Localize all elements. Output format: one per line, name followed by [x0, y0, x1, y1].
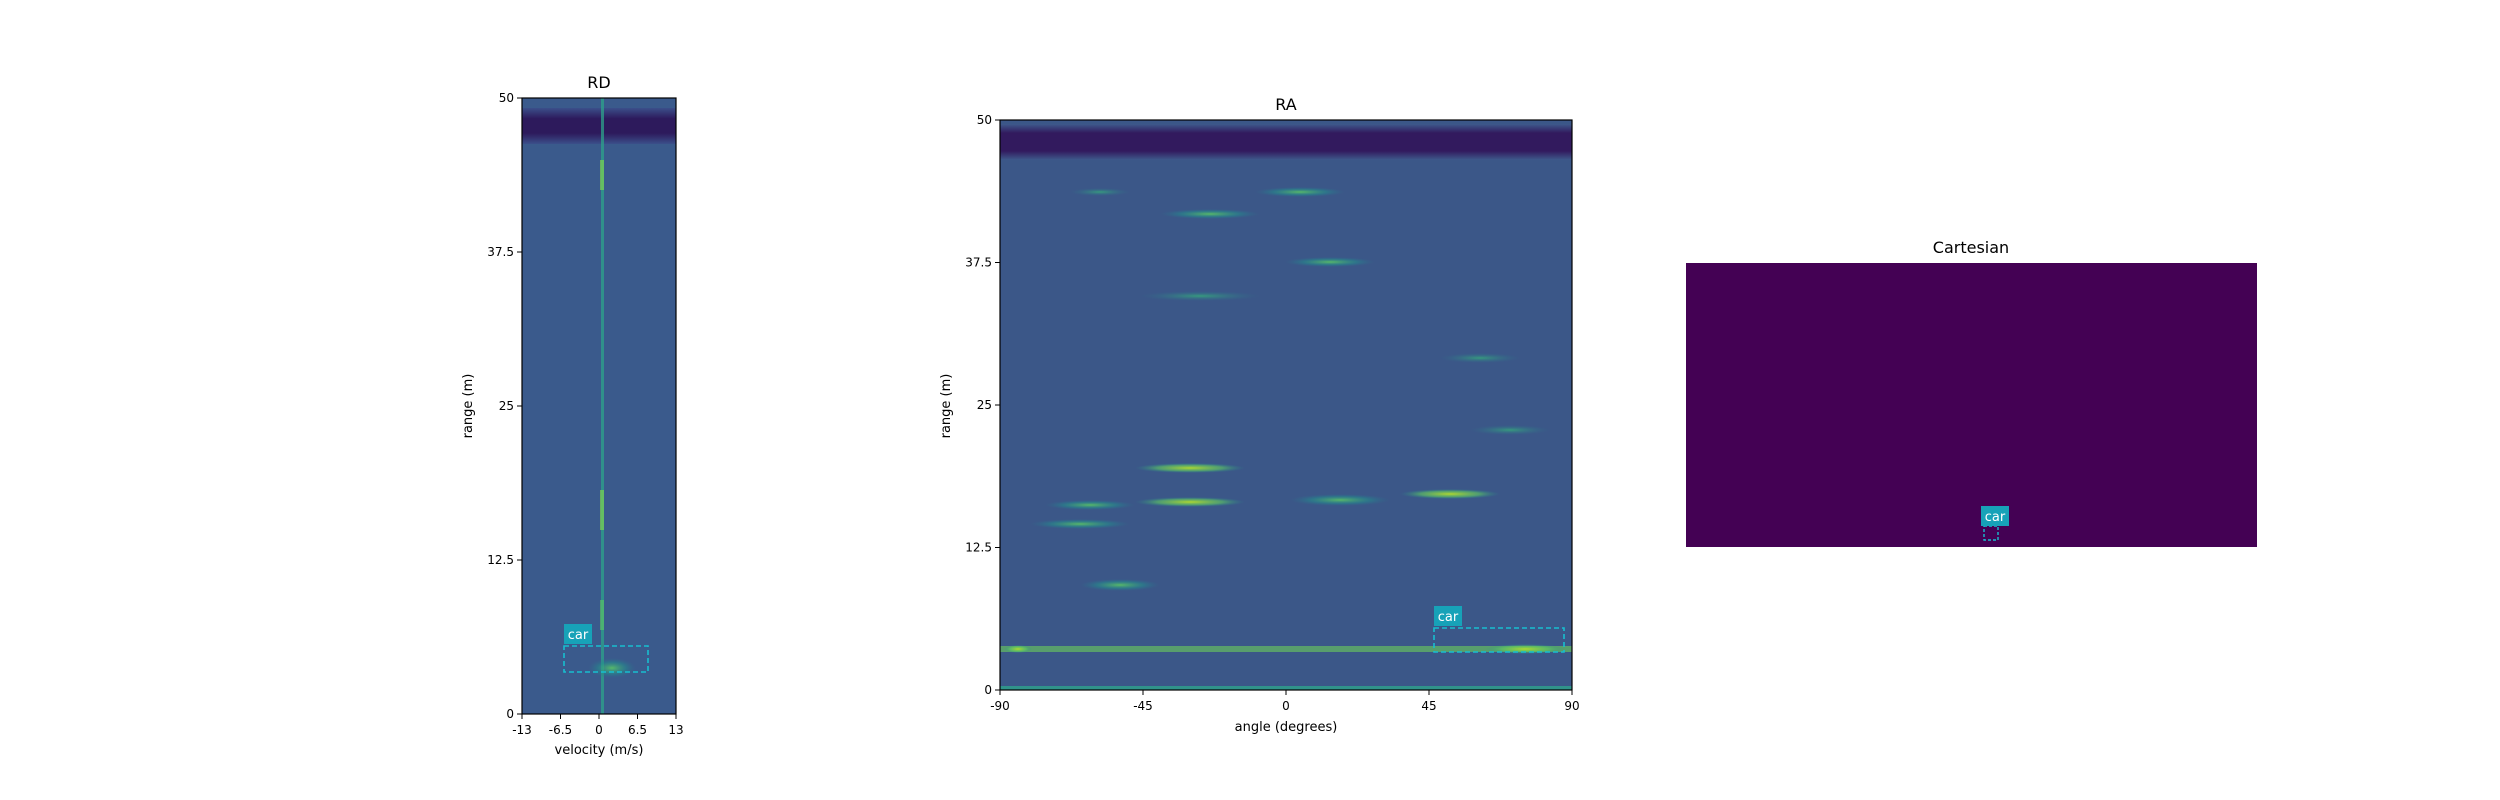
ra-y-tick-label: 12.5: [965, 541, 992, 555]
rd-x-ticks: -13 -6.5 0 6.5 13: [512, 714, 684, 737]
ra-title: RA: [1275, 95, 1296, 114]
cartesian-title: Cartesian: [1933, 238, 2009, 257]
ra-x-axis-label: angle (degrees): [1235, 720, 1338, 735]
ra-y-tick-label: 25: [977, 398, 992, 412]
ra-y-tick-label: 0: [984, 683, 992, 697]
rd-x-tick-label: -13: [512, 723, 532, 737]
rd-heatmap: [522, 98, 676, 714]
rd-panel: RD 0 12.5 25 37.5 50 -13 -6.5 0 6.5 13 velocity …: [461, 73, 684, 758]
rd-x-tick-label: 0: [595, 723, 603, 737]
rd-x-tick-label: 6.5: [628, 723, 647, 737]
rd-title: RD: [587, 73, 610, 92]
cartesian-panel: Cartesian car: [1686, 238, 2257, 547]
rd-y-axis-label: range (m): [461, 374, 476, 439]
rd-x-tick-label: 13: [668, 723, 683, 737]
rd-y-tick-label: 37.5: [487, 245, 514, 259]
rd-x-tick-label: -6.5: [549, 723, 572, 737]
cartesian-heatmap: [1686, 263, 2257, 547]
rd-y-ticks: 0 12.5 25 37.5 50: [487, 91, 522, 721]
ra-x-tick-label: -45: [1133, 699, 1153, 713]
ra-car-label: car: [1438, 610, 1459, 625]
ra-y-tick-label: 37.5: [965, 256, 992, 270]
ra-car-label-bg: [1434, 606, 1462, 626]
ra-x-tick-label: 0: [1282, 699, 1290, 713]
rd-car-box: [563, 645, 649, 673]
ra-x-tick-label: 45: [1421, 699, 1436, 713]
ra-car-box: [1433, 627, 1565, 653]
ra-x-ticks: -90 -45 0 45 90: [990, 690, 1580, 713]
rd-y-tick-label: 0: [506, 707, 514, 721]
ra-panel: RA 0 12.5 25 37.5 50 -90 -45 0 45 90 angle (degr…: [939, 95, 1580, 735]
cartesian-car-label-bg: [1981, 506, 2009, 526]
ra-heatmap: [1000, 120, 1572, 690]
rd-y-tick-label: 25: [499, 399, 514, 413]
ra-y-axis-label: range (m): [939, 374, 954, 439]
rd-y-tick-label: 12.5: [487, 553, 514, 567]
ra-y-ticks: 0 12.5 25 37.5 50: [965, 113, 1000, 697]
ra-x-tick-label: 90: [1564, 699, 1579, 713]
ra-x-tick-label: -90: [990, 699, 1010, 713]
ra-y-tick-label: 50: [977, 113, 992, 127]
rd-car-label: car: [568, 628, 589, 643]
cartesian-car-label: car: [1985, 510, 2006, 525]
rd-x-axis-label: velocity (m/s): [555, 743, 644, 758]
rd-car-label-bg: [564, 624, 592, 644]
rd-y-tick-label: 50: [499, 91, 514, 105]
